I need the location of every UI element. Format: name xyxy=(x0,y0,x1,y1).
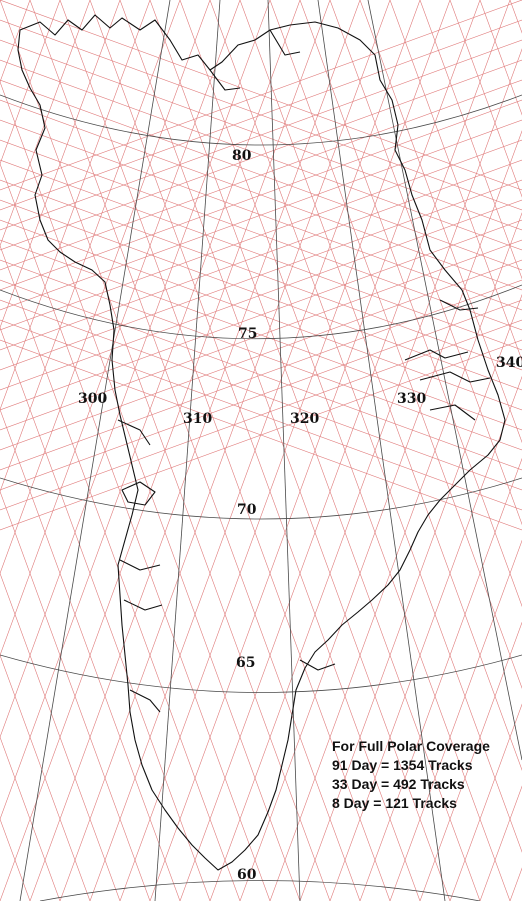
ground-track-d-125 xyxy=(0,239,522,431)
ground-track-b-72 xyxy=(29,0,361,901)
coastline-main xyxy=(17,14,506,871)
latitude-labels: 80 75 70 65 60 xyxy=(232,148,257,883)
lon-label-330: 330 xyxy=(397,391,426,407)
ground-track-d-115 xyxy=(0,139,522,331)
ground-track-d-133 xyxy=(0,319,522,511)
fjord-southeast xyxy=(299,659,336,671)
fjord-east-1 xyxy=(404,349,469,361)
ground-track-b-85 xyxy=(419,621,522,901)
ground-track-b-81 xyxy=(299,294,522,901)
ground-track-d-113 xyxy=(0,119,522,311)
lat-label-75: 75 xyxy=(238,326,257,342)
ground-track-b-82 xyxy=(329,375,522,901)
ground-track-b-74 xyxy=(89,0,421,901)
ground-track-d-103 xyxy=(0,19,522,211)
longitude-labels: 300 310 320 330 340 xyxy=(78,355,522,427)
meridian-340 xyxy=(367,0,522,761)
ground-track-b-69 xyxy=(0,0,271,739)
ground-track-b-67 xyxy=(0,0,211,575)
ground-track-b-62 xyxy=(0,0,61,165)
ground-track-b-63 xyxy=(0,0,91,247)
fjord-north-1 xyxy=(209,69,241,91)
lon-label-320: 320 xyxy=(290,411,319,427)
ground-track-d-105 xyxy=(0,39,522,231)
coverage-legend: For Full Polar Coverage 91 Day = 1354 Tr… xyxy=(332,738,490,811)
ground-track-a-34 xyxy=(419,0,522,280)
ground-track-d-129 xyxy=(0,279,522,471)
ground-track-d-119 xyxy=(0,179,522,371)
ground-track-b-66 xyxy=(0,0,181,493)
ground-track-a-13 xyxy=(0,572,121,901)
parallel-75 xyxy=(0,284,522,340)
legend-line-91-day: 91 Day = 1354 Tracks xyxy=(332,757,473,773)
inland-lake xyxy=(121,481,156,506)
ground-track-b-64 xyxy=(0,0,121,329)
lon-label-310: 310 xyxy=(183,411,212,427)
ground-track-a-35 xyxy=(449,0,522,198)
ground-track-b-80 xyxy=(269,212,522,901)
ground-track-b-73 xyxy=(59,0,391,901)
lat-label-60: 60 xyxy=(237,867,257,883)
ground-track-d-117 xyxy=(0,159,522,351)
longitude-lines xyxy=(19,0,522,901)
ground-track-b-68 xyxy=(0,0,241,657)
ground-track-b-83 xyxy=(359,457,522,901)
ground-track-d-101 xyxy=(0,0,522,191)
lon-label-340: 340 xyxy=(496,355,522,371)
parallel-70 xyxy=(0,477,522,520)
fjord-west-1 xyxy=(117,419,151,446)
ground-track-b-70 xyxy=(0,0,301,820)
ground-track-a-11 xyxy=(0,736,61,901)
lat-label-65: 65 xyxy=(236,655,255,671)
fjord-west-4 xyxy=(129,689,161,713)
fjord-east-2 xyxy=(419,371,491,383)
ground-track-d-121 xyxy=(0,199,522,391)
meridian-300 xyxy=(19,0,171,901)
meridian-310 xyxy=(154,0,221,901)
ground-track-d-109 xyxy=(0,79,522,271)
ground-track-b-86 xyxy=(449,703,522,901)
ground-track-d-127 xyxy=(0,259,522,451)
fjord-north-2 xyxy=(269,29,301,56)
legend-title: For Full Polar Coverage xyxy=(332,738,490,754)
greenland-coastline xyxy=(17,14,506,871)
parallel-80 xyxy=(0,94,522,146)
fjord-east-3 xyxy=(429,404,476,421)
legend-line-33-day: 33 Day = 492 Tracks xyxy=(332,776,465,792)
ground-track-b-77 xyxy=(179,0,511,901)
lat-label-70: 70 xyxy=(237,502,257,518)
ground-track-b-65 xyxy=(0,0,151,411)
latitude-circles xyxy=(0,94,522,901)
fjord-west-2 xyxy=(119,559,161,571)
lon-label-300: 300 xyxy=(78,391,107,407)
ground-track-b-78 xyxy=(209,48,522,901)
ground-track-b-84 xyxy=(389,539,522,901)
fjord-west-3 xyxy=(123,599,163,611)
ground-track-a-33 xyxy=(389,0,522,362)
meridian-320 xyxy=(267,0,301,901)
fjord-east-4 xyxy=(439,299,479,311)
ground-track-b-76 xyxy=(149,0,481,901)
ground-track-a-14 xyxy=(0,490,151,901)
ground-track-d-107 xyxy=(0,59,522,251)
lat-label-80: 80 xyxy=(232,148,252,164)
ground-track-a-32 xyxy=(359,0,522,444)
legend-line-8-day: 8 Day = 121 Tracks xyxy=(332,795,457,811)
parallel-65 xyxy=(0,654,522,693)
meridian-330 xyxy=(317,0,446,901)
ground-track-a-12 xyxy=(0,654,91,901)
ground-track-d-123 xyxy=(0,219,522,411)
ground-track-d-111 xyxy=(0,99,522,291)
parallel-60 xyxy=(39,880,481,901)
